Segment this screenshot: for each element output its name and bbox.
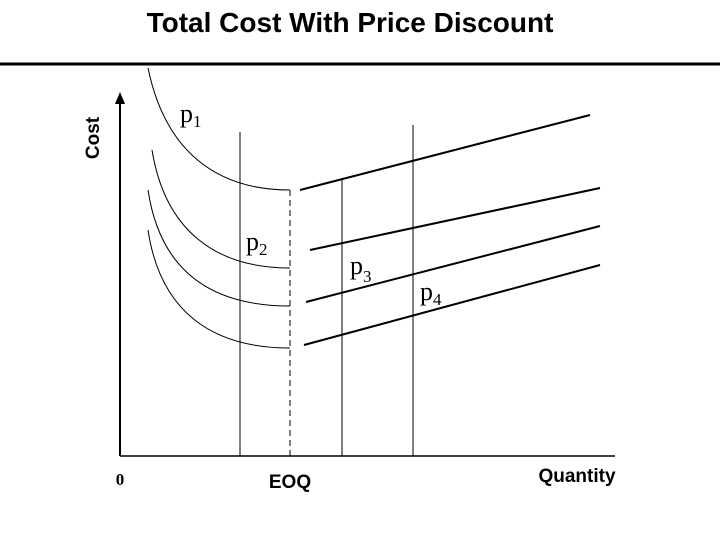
curve-label: p4: [420, 277, 442, 309]
y-arrow: [115, 92, 125, 104]
cost-curve: [151, 149, 291, 269]
curve-label: p1: [180, 99, 202, 131]
curve-label: p3: [350, 251, 372, 286]
cost-line: [305, 225, 601, 303]
title: Total Cost With Price Discount: [147, 7, 554, 38]
cost-line: [303, 264, 601, 346]
x-label: Quantity: [538, 466, 615, 487]
curve-label: p2: [246, 227, 268, 259]
cost-curve: [147, 229, 291, 349]
origin-label: 0: [116, 470, 125, 489]
cost-line: [299, 114, 591, 191]
cost-line: [309, 187, 601, 251]
eoq-label: EOQ: [269, 472, 311, 493]
y-label: Cost: [83, 116, 104, 159]
cost-curve: [147, 189, 291, 307]
cost-curve: [147, 67, 291, 191]
